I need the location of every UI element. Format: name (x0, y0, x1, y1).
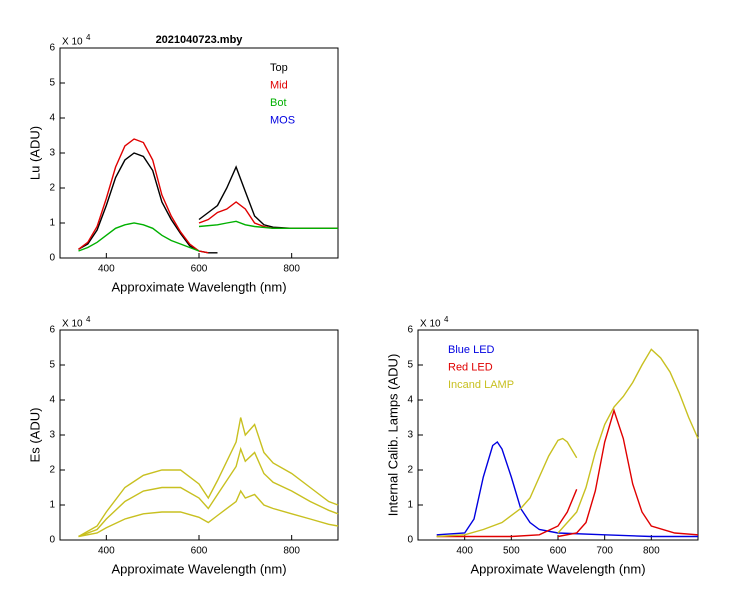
y-tick-label: 3 (407, 430, 413, 441)
y-tick-label: 4 (49, 113, 55, 124)
y-tick-label: 3 (49, 430, 55, 441)
series-line (78, 138, 338, 254)
y-multiplier-exponent: 4 (86, 33, 91, 42)
y-tick-label: 0 (49, 535, 55, 546)
y-tick-label: 0 (407, 535, 413, 546)
legend-entry: MOS (270, 114, 295, 126)
legend-entry: Blue LED (448, 344, 495, 356)
y-tick-label: 1 (49, 500, 55, 511)
x-tick-label: 600 (191, 264, 208, 275)
series-line (78, 417, 339, 538)
legend-entry: Bot (270, 97, 287, 109)
chart-title: 2021040723.mby (156, 34, 244, 46)
x-tick-label: 400 (98, 546, 115, 557)
legend-entry: Top (270, 62, 288, 74)
y-axis-label: Lu (ADU) (27, 126, 42, 180)
y-tick-label: 4 (407, 395, 413, 406)
series-line (78, 446, 339, 538)
x-axis-label: Approximate Wavelength (nm) (111, 279, 286, 294)
y-tick-label: 1 (49, 218, 55, 229)
x-tick-label: 800 (283, 264, 300, 275)
series-line (78, 152, 338, 254)
x-tick-label: 600 (191, 546, 208, 557)
y-tick-label: 4 (49, 395, 55, 406)
y-multiplier-exponent: 4 (444, 315, 449, 324)
x-tick-label: 400 (456, 546, 473, 557)
y-tick-label: 1 (407, 500, 413, 511)
series-line (78, 220, 338, 252)
series-line (436, 408, 699, 538)
x-tick-label: 400 (98, 264, 115, 275)
legend-entry: Incand LAMP (448, 379, 514, 391)
y-tick-label: 6 (49, 325, 55, 336)
x-tick-label: 600 (550, 546, 567, 557)
y-tick-label: 5 (49, 360, 55, 371)
y-multiplier: X 10 (420, 319, 441, 330)
y-tick-label: 2 (49, 183, 55, 194)
x-tick-label: 800 (643, 546, 660, 557)
x-tick-label: 800 (283, 546, 300, 557)
y-multiplier: X 10 (62, 319, 83, 330)
series-line (436, 348, 699, 538)
series-line (436, 440, 698, 538)
series-line (78, 489, 339, 538)
x-tick-label: 700 (596, 546, 613, 557)
x-tick-label: 500 (503, 546, 520, 557)
y-tick-label: 6 (49, 43, 55, 54)
y-axis-label: Es (ADU) (27, 408, 42, 463)
y-tick-label: 6 (407, 325, 413, 336)
y-tick-label: 5 (49, 78, 55, 89)
y-axis-label: Internal Calib. Lamps (ADU) (385, 354, 400, 517)
y-tick-label: 5 (407, 360, 413, 371)
y-tick-label: 3 (49, 148, 55, 159)
plot-frame (59, 329, 339, 541)
y-multiplier-exponent: 4 (86, 315, 91, 324)
x-axis-label: Approximate Wavelength (nm) (111, 561, 286, 576)
y-tick-label: 0 (49, 253, 55, 264)
legend-entry: Red LED (448, 361, 493, 373)
y-tick-label: 2 (49, 465, 55, 476)
y-tick-label: 2 (407, 465, 413, 476)
x-axis-label: Approximate Wavelength (nm) (470, 561, 645, 576)
legend-entry: Mid (270, 79, 288, 91)
y-multiplier: X 10 (62, 37, 83, 48)
